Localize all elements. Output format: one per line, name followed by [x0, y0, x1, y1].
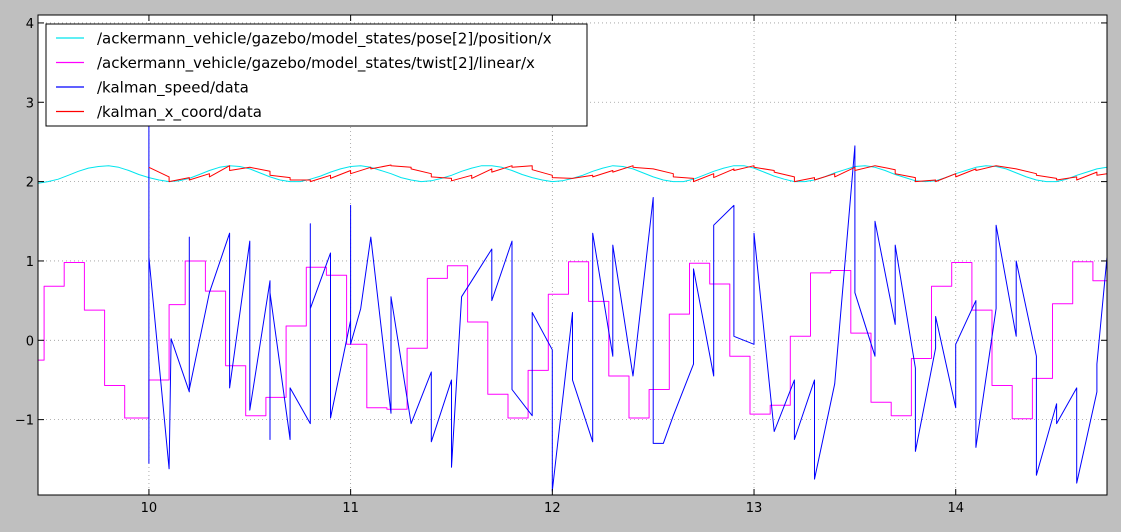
y-tick-label: 0 — [26, 334, 34, 349]
x-tick-label: 12 — [544, 501, 561, 516]
x-tick-label: 13 — [746, 501, 763, 516]
legend-label-0: /ackermann_vehicle/gazebo/model_states/p… — [97, 30, 552, 49]
x-tick-label: 14 — [947, 501, 964, 516]
y-tick-label: 1 — [26, 255, 34, 270]
legend-label-2: /kalman_speed/data — [97, 79, 249, 98]
x-tick-label: 11 — [342, 501, 359, 516]
series-line-2 — [148, 113, 1107, 492]
series-line-1 — [38, 260, 1107, 420]
series-line-3 — [148, 164, 1107, 183]
y-tick-label: 4 — [26, 17, 34, 32]
y-tick-label: 3 — [26, 96, 34, 111]
legend-label-1: /ackermann_vehicle/gazebo/model_states/t… — [97, 54, 535, 73]
legend-label-3: /kalman_x_coord/data — [97, 103, 262, 122]
y-tick-label: −1 — [15, 414, 34, 429]
series-layer — [38, 113, 1107, 492]
legend-box — [45, 23, 588, 127]
plot-frame — [37, 14, 1108, 496]
x-tick-label: 10 — [141, 501, 158, 516]
legend: /ackermann_vehicle/gazebo/model_states/p… — [45, 23, 588, 127]
y-tick-label: 2 — [26, 176, 34, 191]
